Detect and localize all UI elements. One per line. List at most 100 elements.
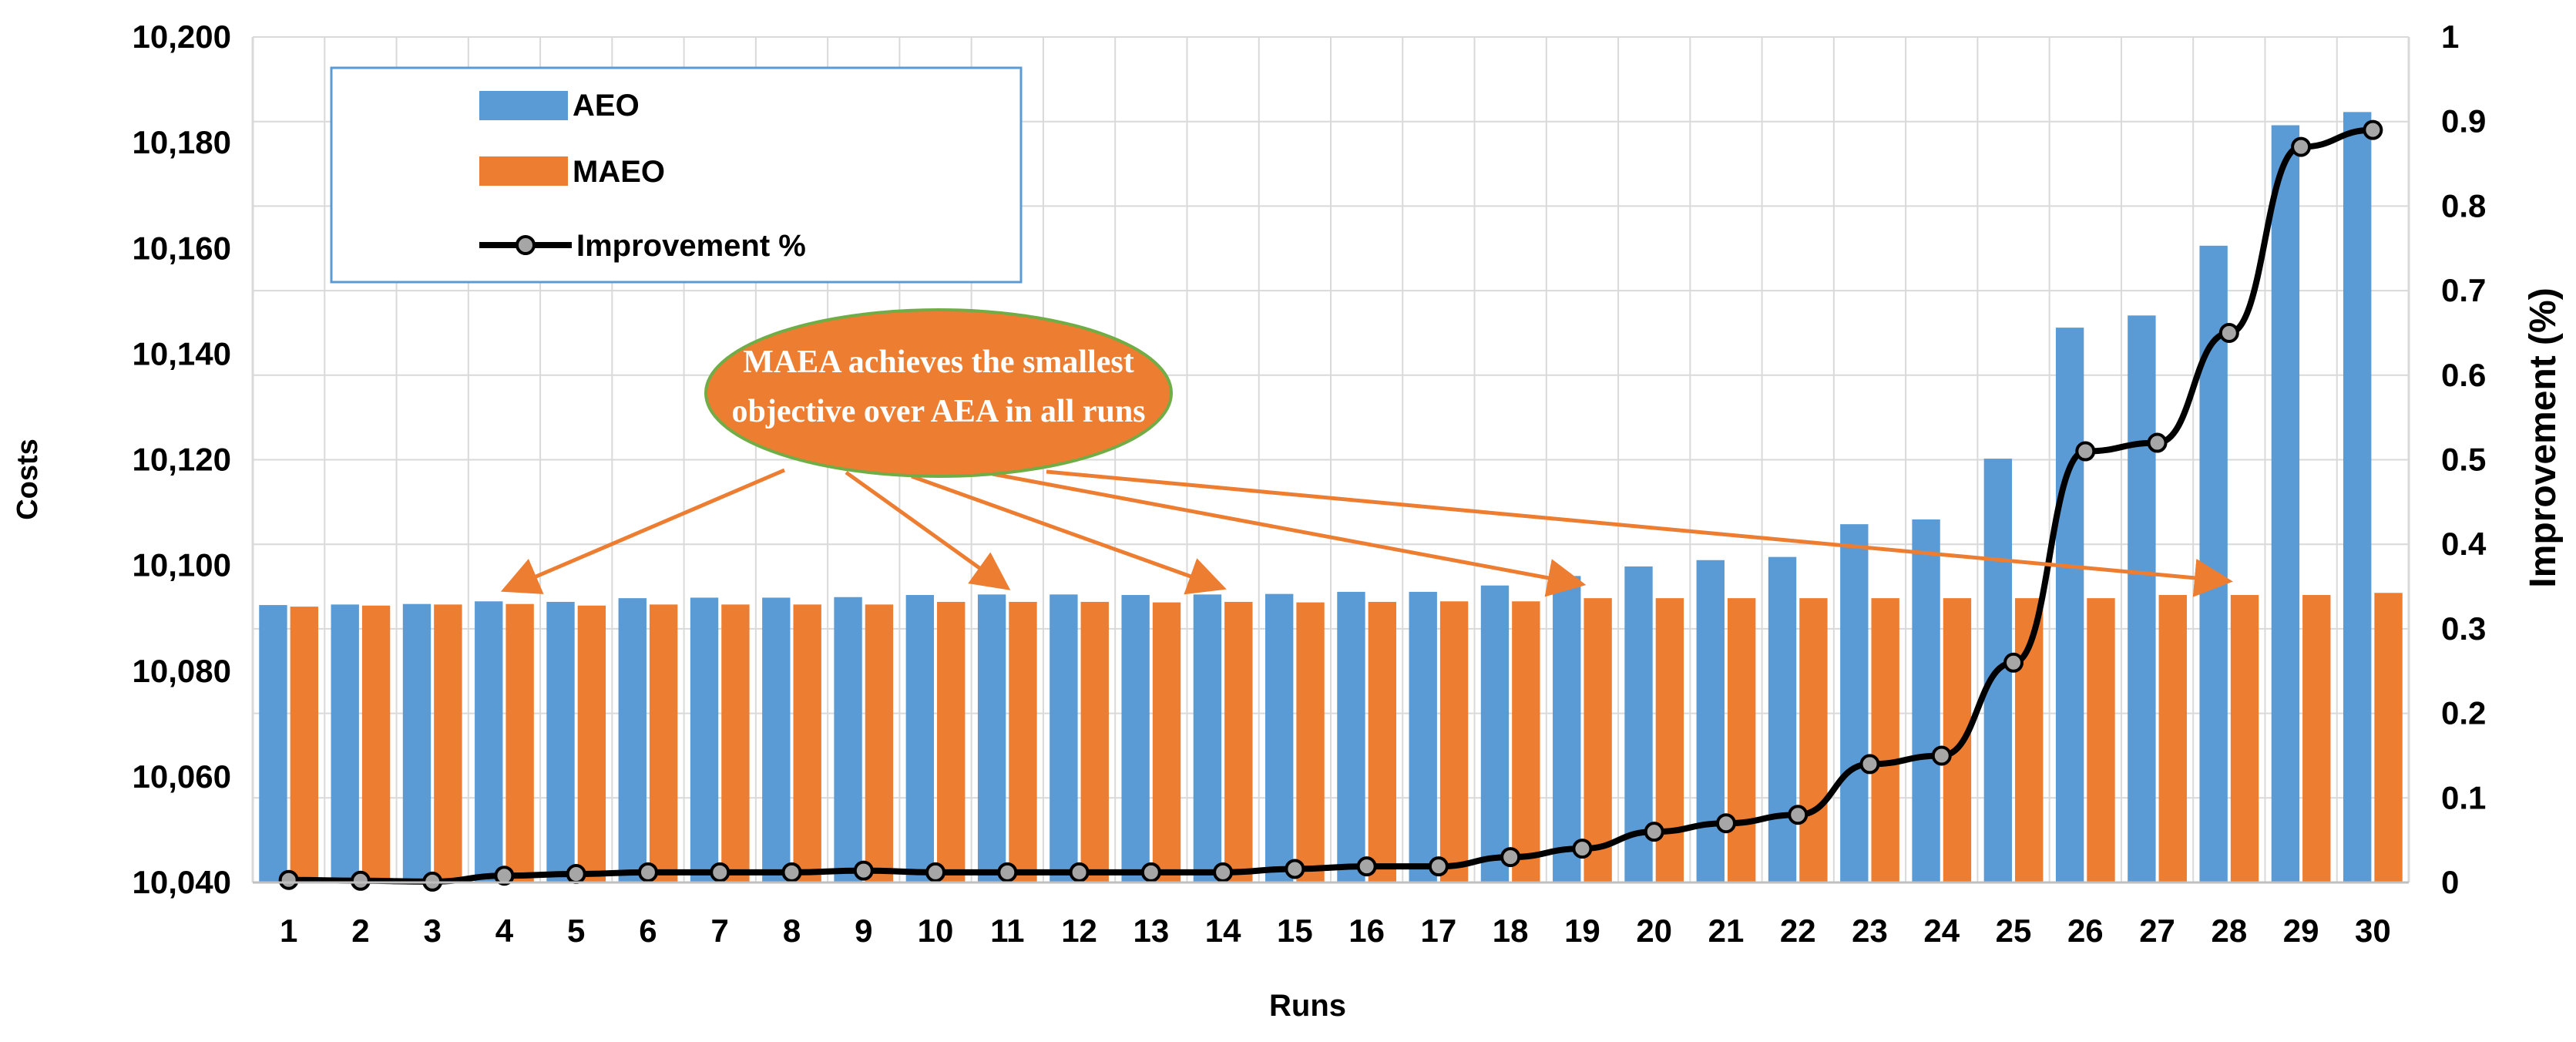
x-tick-label: 14 (1205, 913, 1241, 949)
improvement-marker-run-9 (853, 860, 874, 881)
bar-aeo-run-21 (1696, 560, 1725, 882)
annotation-ellipse (704, 308, 1173, 478)
bar-maeo-run-29 (2302, 595, 2331, 882)
legend-label-aeo: AEO (573, 89, 640, 123)
y-tick-label: 10,080 (133, 653, 231, 689)
bar-aeo-run-14 (1193, 594, 1222, 882)
bar-aeo-run-12 (1050, 594, 1078, 882)
bar-maeo-run-4 (505, 603, 534, 882)
bar-maeo-run-19 (1584, 598, 1612, 882)
annotation-arrow-run-19 (992, 472, 1587, 597)
y-axis-title: Costs (12, 439, 44, 520)
improvement-marker-run-8 (781, 862, 802, 882)
bar-maeo-run-6 (649, 604, 678, 882)
improvement-marker-run-20 (1644, 822, 1664, 842)
bar-aeo-run-27 (2128, 315, 2156, 883)
y-tick-label: 10,180 (133, 124, 231, 160)
x-tick-label: 3 (423, 913, 441, 949)
bar-aeo-run-30 (2343, 112, 2372, 882)
x-tick-label: 13 (1133, 913, 1169, 949)
bar-aeo-run-1 (259, 605, 287, 882)
annotation-arrow-run-14 (911, 474, 1227, 595)
bar-maeo-run-1 (290, 607, 319, 882)
x-tick-label: 17 (1421, 913, 1457, 949)
improvement-marker-run-17 (1428, 856, 1449, 877)
x-tick-label: 30 (2355, 913, 2391, 949)
y2-tick-label: 0.9 (2441, 103, 2486, 139)
bar-aeo-run-29 (2271, 125, 2300, 882)
bar-aeo-run-24 (1912, 519, 1940, 882)
y2-tick-label: 0 (2441, 864, 2459, 900)
improvement-marker-run-23 (1859, 754, 1880, 775)
x-tick-label: 29 (2283, 913, 2319, 949)
y2-tick-label: 0.7 (2441, 272, 2486, 308)
bar-maeo-run-2 (361, 605, 391, 882)
improvement-marker-run-10 (925, 862, 946, 882)
x-tick-label: 27 (2139, 913, 2175, 949)
legend-label-maeo: MAEO (573, 155, 665, 189)
y2-axis-title: Improvement (%) (2523, 287, 2564, 587)
bar-maeo-run-30 (2374, 593, 2403, 882)
improvement-marker-run-7 (710, 862, 730, 882)
improvement-marker-run-30 (2363, 119, 2383, 140)
improvement-marker-run-4 (494, 866, 515, 886)
improvement-marker-run-2 (350, 870, 371, 891)
improvement-marker-run-5 (566, 864, 586, 885)
x-tick-label: 8 (783, 913, 801, 949)
bar-maeo-run-17 (1439, 601, 1469, 882)
bar-aeo-run-5 (546, 601, 575, 882)
axes-layer: 10,040 10,060 10,080 10,100 10,120 10,140 10,1… (133, 18, 2487, 949)
bar-aeo-run-6 (618, 598, 647, 882)
x-tick-label: 21 (1708, 913, 1745, 949)
y2-tick-label: 0.1 (2441, 779, 2486, 815)
x-tick-label: 4 (495, 913, 514, 949)
x-tick-label: 7 (711, 913, 729, 949)
improvement-marker-run-28 (2218, 322, 2239, 343)
improvement-marker-run-25 (2003, 652, 2024, 673)
legend-swatch-improvement-marker (516, 235, 536, 255)
y2-tick-label: 0.6 (2441, 357, 2486, 393)
bar-aeo-run-26 (2055, 328, 2084, 882)
legend-swatch-aeo (479, 91, 568, 120)
improvement-marker-run-18 (1500, 847, 1521, 868)
x-tick-label: 12 (1061, 913, 1097, 949)
improvement-marker-run-15 (1285, 859, 1305, 879)
bar-maeo-run-27 (2158, 595, 2187, 882)
improvement-marker-run-26 (2075, 441, 2096, 462)
y-tick-label: 10,160 (133, 230, 231, 266)
bar-maeo-run-28 (2230, 595, 2259, 882)
bar-maeo-run-8 (793, 604, 821, 882)
improvement-marker-run-13 (1140, 862, 1161, 882)
bar-aeo-run-9 (834, 597, 862, 882)
bar-aeo-run-13 (1121, 595, 1150, 882)
y-tick-label: 10,140 (133, 335, 231, 371)
y-tick-label: 10,040 (133, 864, 231, 900)
y2-tick-label: 0.4 (2441, 526, 2487, 562)
legend-label-improvement: Improvement % (576, 229, 806, 263)
legend-box (330, 66, 1023, 284)
improvement-marker-run-12 (1069, 862, 1090, 882)
x-tick-label: 9 (855, 913, 872, 949)
y2-tick-label: 0.2 (2441, 695, 2486, 731)
x-tick-label: 18 (1493, 913, 1529, 949)
x-tick-label: 2 (351, 913, 369, 949)
improvement-marker-run-29 (2291, 136, 2312, 157)
bar-maeo-run-21 (1727, 598, 1756, 882)
bar-aeo-run-8 (762, 597, 791, 882)
bar-maeo-run-26 (2087, 598, 2115, 882)
improvement-marker-run-14 (1213, 862, 1234, 882)
improvement-marker-run-19 (1572, 839, 1593, 859)
bars-layer (259, 112, 2403, 883)
improvement-marker-run-21 (1715, 813, 1736, 834)
bar-maeo-run-13 (1152, 602, 1181, 882)
bar-aeo-run-22 (1768, 556, 1797, 882)
improvement-marker-run-22 (1788, 805, 1809, 825)
bar-maeo-run-22 (1799, 598, 1828, 882)
bar-aeo-run-15 (1264, 593, 1294, 882)
annotation-arrows (500, 468, 2233, 597)
bar-maeo-run-15 (1296, 602, 1325, 882)
x-tick-label: 16 (1348, 913, 1385, 949)
x-tick-label: 23 (1852, 913, 1888, 949)
x-tick-label: 20 (1636, 913, 1672, 949)
y-tick-label: 10,200 (133, 18, 231, 55)
